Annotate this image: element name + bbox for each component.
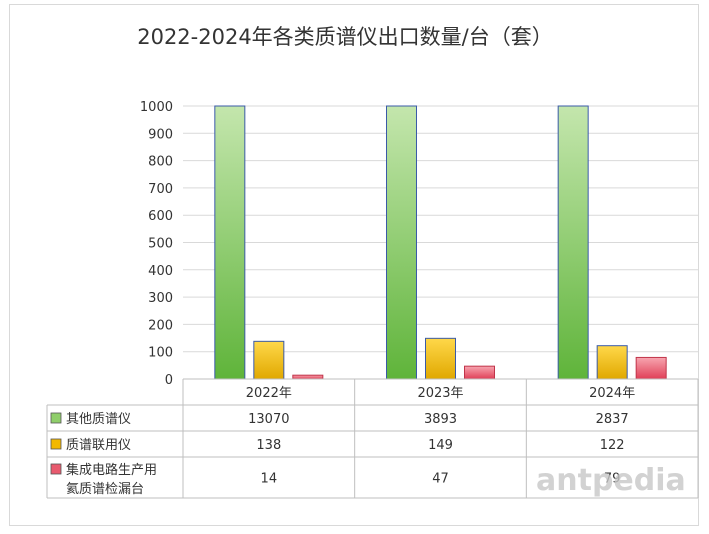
bar — [425, 337, 456, 380]
y-tick-label: 1000 — [140, 100, 173, 115]
bar — [214, 105, 246, 380]
data-label: 122 — [600, 438, 625, 453]
x-tick-label: 2023年 — [417, 386, 463, 401]
y-tick-label: 500 — [148, 237, 173, 252]
data-label: 47 — [432, 472, 449, 487]
y-tick-label: 400 — [148, 264, 173, 279]
chart-title: 2022-2024年各类质谱仪出口数量/台（套） — [137, 25, 553, 49]
legend-label: 质谱联用仪 — [66, 438, 131, 453]
legend-key — [50, 463, 62, 475]
bar — [292, 374, 324, 380]
x-tick-label: 2022年 — [246, 386, 292, 401]
bar — [253, 340, 285, 380]
data-label: 79 — [604, 472, 621, 487]
bar — [596, 345, 628, 380]
y-tick-label: 600 — [148, 209, 173, 224]
y-tick-label: 900 — [148, 127, 173, 142]
y-tick-label: 800 — [148, 155, 173, 170]
y-tick-label: 100 — [148, 346, 173, 361]
legend-label: 其他质谱仪 — [66, 412, 131, 427]
bar — [464, 365, 495, 380]
y-tick-label: 700 — [148, 182, 173, 197]
legend-label: 氦质谱检漏台 — [66, 481, 144, 497]
legend-label: 集成电路生产用 — [66, 462, 157, 478]
bar — [557, 105, 589, 380]
bar — [635, 356, 667, 380]
legend-key — [50, 412, 62, 424]
bars — [214, 105, 667, 380]
y-tick-label: 0 — [165, 373, 173, 388]
x-tick-label: 2024年 — [589, 386, 635, 401]
bar — [386, 105, 417, 380]
data-label: 13070 — [248, 412, 289, 427]
legend-key — [50, 438, 62, 450]
y-tick-label: 300 — [148, 291, 173, 306]
data-label: 2837 — [596, 412, 629, 427]
data-label: 149 — [428, 438, 453, 453]
data-label: 3893 — [424, 412, 457, 427]
y-tick-label: 200 — [148, 318, 173, 333]
data-label: 138 — [256, 438, 281, 453]
data-label: 14 — [261, 472, 278, 487]
watermark-text: antpedia — [536, 463, 686, 498]
